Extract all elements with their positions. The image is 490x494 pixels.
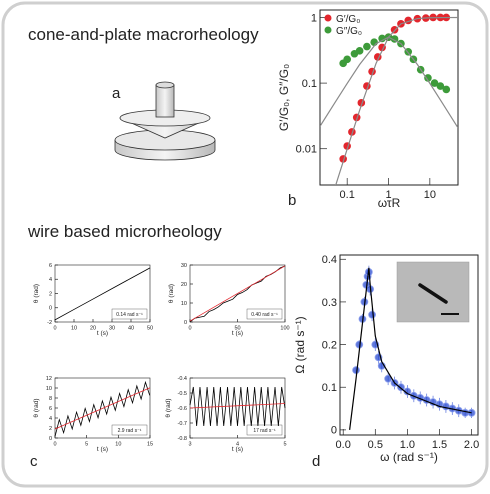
x-tick-label: 3 [188,442,191,448]
figure: cone-and-plate macrorheology wire based … [0,0,490,489]
x-tick-label: 40 [128,326,134,332]
x-tick-label: 0 [188,326,191,332]
x-axis-label: ωτR [378,196,401,210]
marker [363,43,371,51]
section-title: cone-and-plate macrorheology [28,25,259,44]
y-tick-label: -0.5 [178,391,187,397]
y-axis-label: θ (rad) [168,284,175,303]
x-tick-label: 20 [90,326,96,332]
y-tick-label: 6 [49,263,52,269]
y-axis-label: θ (rad) [165,398,172,417]
section-title: wire based microrheology [27,222,222,241]
panel-label: a [112,85,121,102]
y-tick-label: 0 [331,425,337,437]
y-axis-label: Ω (rad s⁻¹) [293,316,307,373]
y-tick-label: 12 [46,376,52,382]
annotation: 0.14 rad s⁻¹ [116,312,143,318]
y-tick-label: 0.1 [322,382,337,394]
y-tick-label: -2 [47,320,52,326]
x-tick-label: 0.0 [336,439,351,451]
x-tick-label: 10 [115,442,121,448]
marker [462,409,469,416]
y-tick-label: 0.01 [296,144,317,156]
y-tick-label: 2 [49,291,52,297]
marker [369,311,376,318]
x-tick-label: 0.1 [340,189,355,201]
y-tick-label: 1 [311,12,317,24]
x-tick-label: 50 [147,326,153,332]
annotation: 17 rad s⁻¹ [253,428,276,434]
y-tick-label: 8 [49,396,52,402]
y-tick-label: -0.4 [178,376,187,382]
y-tick-label: 2 [49,426,52,432]
y-tick-label: 0.1 [302,78,317,90]
x-tick-label: 5 [283,442,286,448]
y-tick-label: 4 [49,277,52,283]
y-tick-label: 4 [49,416,52,422]
y-tick-label: 6 [49,406,52,412]
y-axis-label: θ (rad) [33,398,40,417]
x-axis-label: t (s) [97,446,108,453]
panel-label: c [30,453,38,470]
y-tick-label: 20 [181,282,187,288]
legend-marker [325,27,332,34]
marker [343,56,351,64]
marker [370,38,378,46]
x-tick-label: 10 [71,326,77,332]
marker [353,367,360,374]
y-tick-label: 0 [184,320,187,326]
x-axis-label: t (s) [232,330,243,337]
x-tick-label: 0 [53,442,56,448]
marker [356,47,364,55]
y-axis-label: G′/G₀, G″/G₀ [277,64,291,131]
x-tick-label: 0 [53,326,56,332]
x-axis-label: t (s) [97,330,108,337]
y-tick-label: 0.4 [322,254,337,266]
legend-label: G′/G₀ [336,14,360,25]
y-axis-label: θ (rad) [33,284,40,303]
x-tick-label: 100 [280,326,289,332]
y-tick-label: 0 [49,306,52,312]
y-tick-label: -0.7 [178,421,187,427]
page: cone-and-plate macrorheology wire based … [0,0,490,489]
marker [442,86,450,94]
y-tick-label: -0.8 [178,436,187,442]
x-tick-label: 5 [85,442,88,448]
y-tick-label: 10 [181,301,187,307]
legend-label: G″/G₀ [336,26,362,37]
y-tick-label: 0.3 [322,297,337,309]
annotation: 2.9 rad s⁻¹ [118,428,142,434]
inset-image [397,262,469,322]
x-tick-label: 10 [424,189,436,201]
x-axis-label: ω (rad s⁻¹) [380,450,438,464]
y-tick-label: 0.2 [322,339,337,351]
y-tick-label: 10 [46,386,52,392]
x-tick-label: 30 [109,326,115,332]
annotation: 0.40 rad s⁻¹ [251,312,278,318]
y-tick-label: 0 [49,436,52,442]
y-tick-label: 30 [181,263,187,269]
panel-label: d [312,453,320,470]
x-tick-label: 15 [147,442,153,448]
panel-label: b [288,192,296,209]
legend-marker [325,15,332,22]
marker [442,403,449,410]
x-axis-label: t (s) [232,446,243,453]
y-tick-label: -0.6 [178,406,187,412]
x-tick-label: 2.0 [464,439,479,451]
